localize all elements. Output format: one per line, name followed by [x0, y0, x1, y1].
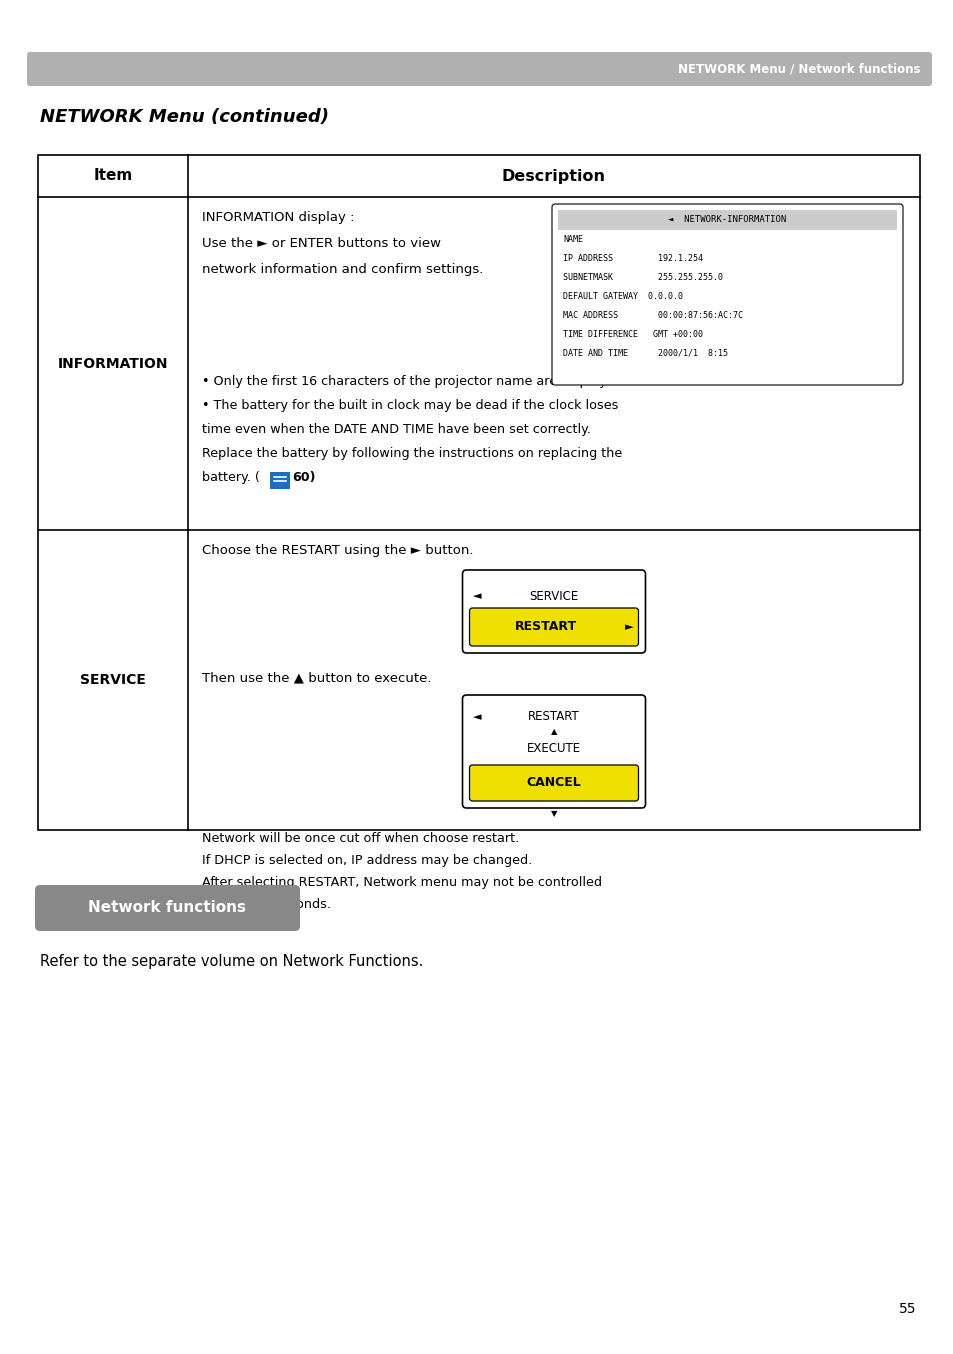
Text: ►: ►: [624, 621, 633, 632]
Text: • Only the first 16 characters of the projector name are displayed.: • Only the first 16 characters of the pr…: [202, 375, 626, 389]
Text: NETWORK Menu / Network functions: NETWORK Menu / Network functions: [678, 62, 920, 76]
Text: Network will be once cut off when choose restart.: Network will be once cut off when choose…: [202, 831, 518, 845]
Bar: [558, 210, 896, 230]
Text: IP ADDRESS         192.1.254: IP ADDRESS 192.1.254: [562, 255, 702, 263]
Bar: [270, 473, 290, 489]
Text: • The battery for the built in clock may be dead if the clock loses: • The battery for the built in clock may…: [202, 399, 618, 412]
Text: Choose the RESTART using the ► button.: Choose the RESTART using the ► button.: [202, 544, 473, 556]
Text: network information and confirm settings.: network information and confirm settings…: [202, 263, 483, 276]
Text: Item: Item: [93, 168, 132, 184]
Text: DATE AND TIME      2000/1/1  8:15: DATE AND TIME 2000/1/1 8:15: [562, 349, 727, 357]
Text: EXECUTE: EXECUTE: [526, 742, 580, 756]
FancyBboxPatch shape: [469, 608, 638, 646]
FancyBboxPatch shape: [35, 886, 299, 932]
Text: battery. (: battery. (: [202, 471, 259, 483]
Text: SERVICE: SERVICE: [80, 673, 146, 686]
FancyBboxPatch shape: [552, 204, 902, 385]
FancyBboxPatch shape: [462, 695, 645, 808]
Text: If DHCP is selected on, IP address may be changed.: If DHCP is selected on, IP address may b…: [202, 854, 532, 867]
Text: NAME: NAME: [562, 236, 582, 244]
Text: ◄: ◄: [472, 712, 480, 722]
Text: time even when the DATE AND TIME have been set correctly.: time even when the DATE AND TIME have be…: [202, 422, 590, 436]
Bar: [38, 154, 919, 830]
Text: 60): 60): [292, 471, 315, 483]
Text: 55: 55: [898, 1303, 915, 1316]
Text: approx. 20 seconds.: approx. 20 seconds.: [202, 898, 331, 911]
Text: RESTART: RESTART: [528, 711, 579, 723]
Text: CANCEL: CANCEL: [526, 776, 580, 789]
Text: ◄: ◄: [472, 590, 480, 601]
Text: Then use the ▲ button to execute.: Then use the ▲ button to execute.: [202, 672, 431, 684]
Text: Description: Description: [501, 168, 605, 184]
Text: SERVICE: SERVICE: [529, 589, 578, 603]
Text: After selecting RESTART, Network menu may not be controlled: After selecting RESTART, Network menu ma…: [202, 876, 601, 890]
Text: Use the ► or ENTER buttons to view: Use the ► or ENTER buttons to view: [202, 237, 440, 250]
Text: TIME DIFFERENCE   GMT +00:00: TIME DIFFERENCE GMT +00:00: [562, 330, 702, 338]
FancyBboxPatch shape: [27, 51, 931, 87]
Text: NETWORK Menu (continued): NETWORK Menu (continued): [40, 108, 329, 126]
Text: Refer to the separate volume on Network Functions.: Refer to the separate volume on Network …: [40, 955, 423, 969]
Text: SUBNETMASK         255.255.255.0: SUBNETMASK 255.255.255.0: [562, 274, 722, 282]
Text: MAC ADDRESS        00:00:87:56:AC:7C: MAC ADDRESS 00:00:87:56:AC:7C: [562, 311, 742, 320]
Text: DEFAULT GATEWAY  0.0.0.0: DEFAULT GATEWAY 0.0.0.0: [562, 292, 682, 301]
Text: Replace the battery by following the instructions on replacing the: Replace the battery by following the ins…: [202, 447, 621, 460]
Text: Network functions: Network functions: [89, 900, 246, 915]
Text: INFORMATION: INFORMATION: [58, 356, 168, 371]
Text: ◄  NETWORK-INFORMATION: ◄ NETWORK-INFORMATION: [668, 215, 786, 225]
FancyBboxPatch shape: [469, 765, 638, 802]
FancyBboxPatch shape: [462, 570, 645, 653]
Text: ▼: ▼: [550, 810, 557, 819]
Text: ▲: ▲: [550, 727, 557, 737]
Text: RESTART: RESTART: [515, 620, 577, 634]
Text: INFORMATION display :: INFORMATION display :: [202, 211, 355, 223]
